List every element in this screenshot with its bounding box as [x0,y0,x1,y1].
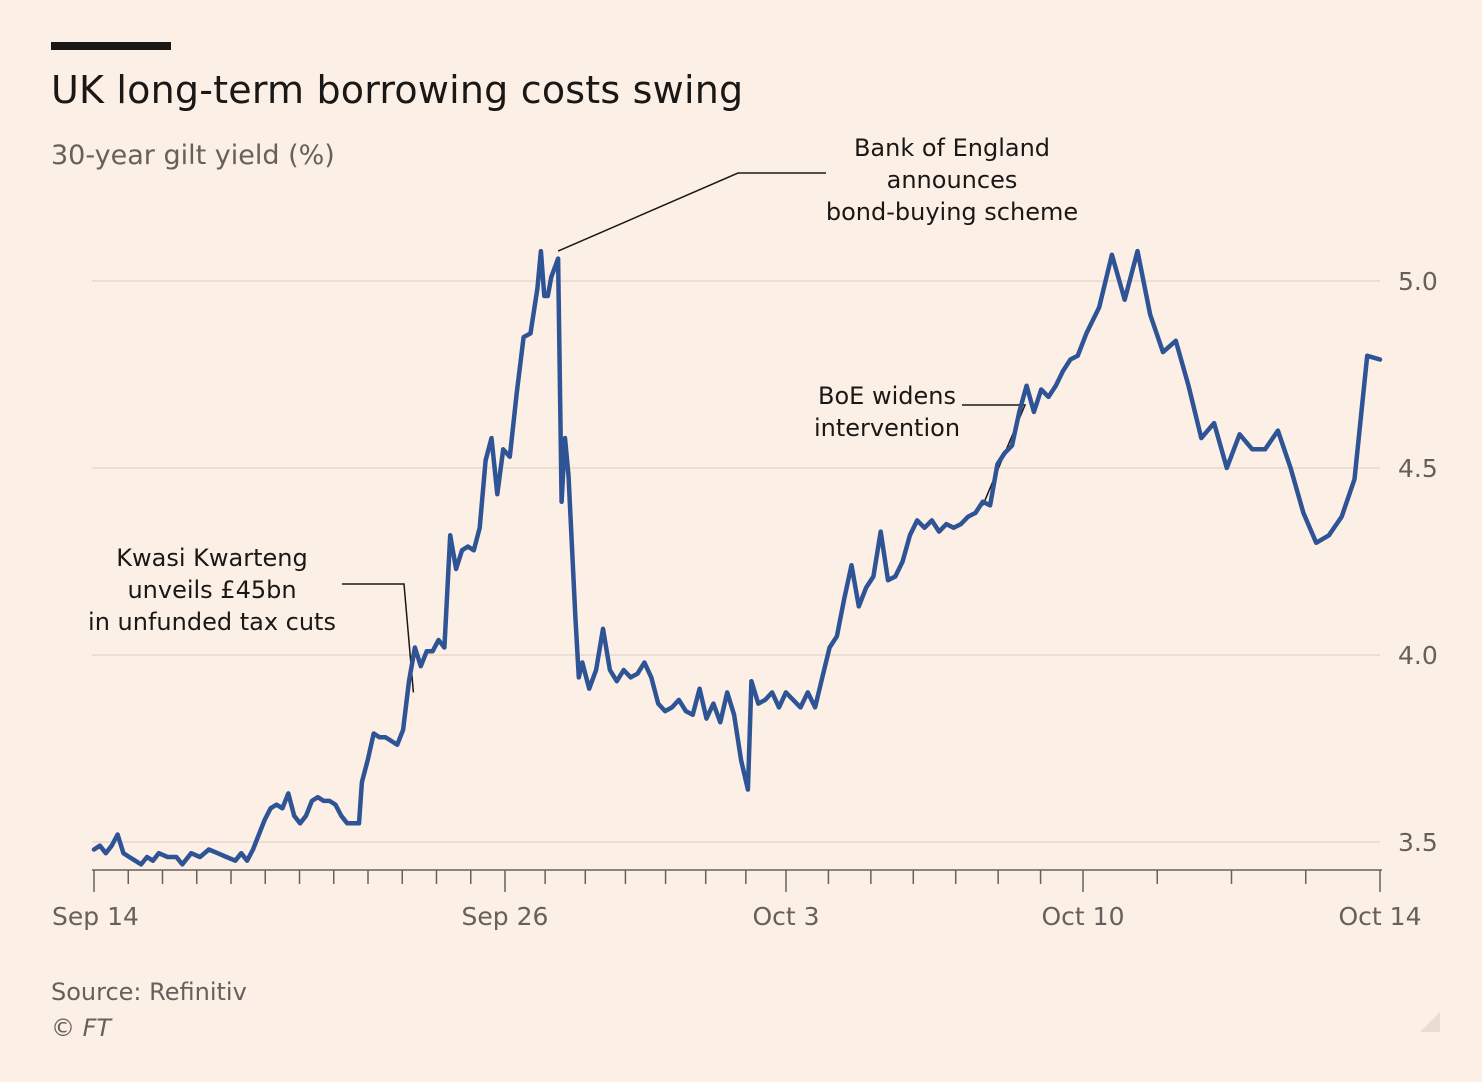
source-note: Source: Refinitiv [51,978,247,1006]
annotation-leader [342,583,415,693]
ft-header-bar [51,42,171,50]
annotation-text: unveils £45bn [127,576,296,604]
gridlines [92,280,1380,843]
y-tick-label: 5.0 [1398,267,1438,296]
annotation-text: BoE widens [818,382,956,410]
x-tick-label: Oct 3 [752,902,819,931]
annotation: Bank of England announces bond-buying sche… [557,134,1078,252]
x-axis [92,869,1382,892]
annotation-text: announces [887,166,1018,194]
annotation-text: Bank of England [854,134,1050,162]
chart-subtitle: 30-year gilt yield (%) [51,140,335,171]
annotation-text: in unfunded tax cuts [88,608,336,636]
annotation-text: bond-buying scheme [826,198,1078,226]
y-tick-label: 4.5 [1398,454,1438,483]
x-tick-label: Sep 14 [52,902,139,931]
annotations: Kwasi Kwarteng unveils £45bn in unfunded t… [88,134,1078,693]
ft-credit: © FT [51,1014,112,1042]
chart-title: UK long-term borrowing costs swing [51,68,744,112]
x-tick-label: Oct 14 [1339,902,1422,931]
resize-handle[interactable] [1420,1012,1440,1032]
annotation: Kwasi Kwarteng unveils £45bn in unfunded t… [88,544,415,693]
x-tick-label: Sep 26 [462,902,549,931]
annotation-text: Kwasi Kwarteng [116,544,307,572]
y-axis-labels: 3.5 4.0 4.5 5.0 [1398,267,1438,857]
gilt-yield-line [91,248,1383,867]
annotation-text: intervention [814,414,960,442]
annotation: BoE widens intervention [814,382,1027,506]
x-axis-labels: Sep 14 Sep 26 Oct 3 Oct 10 Oct 14 [52,902,1421,931]
annotation-leader [557,172,826,252]
y-tick-label: 3.5 [1398,828,1438,857]
x-tick-label: Oct 10 [1042,902,1125,931]
y-tick-label: 4.0 [1398,641,1438,670]
